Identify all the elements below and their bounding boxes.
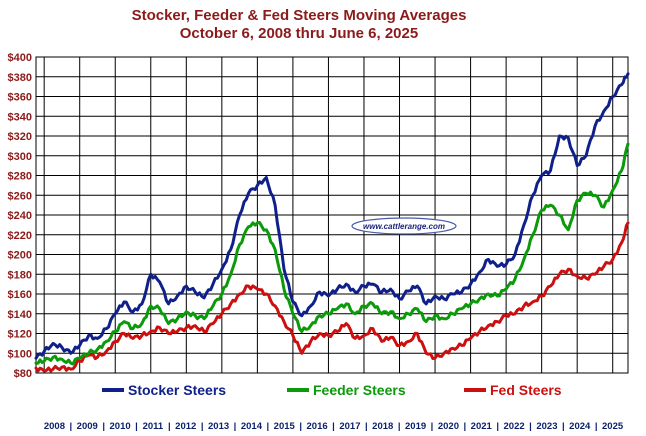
watermark-text: www.cattlerange.com bbox=[363, 222, 445, 231]
y-tick-label: $220 bbox=[8, 230, 32, 242]
x-tick-label: 2018 bbox=[372, 421, 393, 432]
x-tick-separator: | bbox=[562, 421, 565, 432]
x-tick-separator: | bbox=[332, 421, 335, 432]
watermark-badge: www.cattlerange.com bbox=[351, 217, 457, 235]
y-tick-label: $180 bbox=[8, 269, 32, 281]
x-tick-label: 2017 bbox=[339, 421, 360, 432]
y-tick-label: $300 bbox=[8, 151, 32, 163]
x-tick-label: 2015 bbox=[274, 421, 296, 432]
fed-steers-line bbox=[34, 221, 630, 373]
fed-steers-legend-label: Fed Steers bbox=[490, 382, 562, 398]
feeder-steers-line bbox=[34, 142, 630, 366]
x-tick-separator: | bbox=[299, 421, 302, 432]
x-tick-label: 2013 bbox=[208, 421, 229, 432]
y-tick-label: $380 bbox=[8, 72, 32, 84]
y-tick-label: $80 bbox=[14, 368, 32, 380]
watermark-oval bbox=[351, 217, 457, 235]
y-tick-label: $360 bbox=[8, 92, 32, 104]
y-tick-label: $240 bbox=[8, 210, 32, 222]
y-tick-label: $100 bbox=[8, 348, 32, 360]
x-axis-tick-labels: 2008 | 2009 | 2010 | 2011 | 2012 | 2013 | 2014 | 2015 |… bbox=[44, 421, 624, 432]
x-tick-separator: | bbox=[398, 421, 401, 432]
y-tick-label: $160 bbox=[8, 289, 32, 301]
y-tick-label: $400 bbox=[8, 52, 32, 64]
x-tick-label: 2016 bbox=[307, 421, 328, 432]
x-tick-separator: | bbox=[529, 421, 532, 432]
y-tick-label: $320 bbox=[8, 131, 32, 143]
x-tick-separator: | bbox=[168, 421, 171, 432]
stocker-steers-line bbox=[34, 72, 630, 360]
y-tick-label: $260 bbox=[8, 190, 32, 202]
x-tick-separator: | bbox=[69, 421, 72, 432]
y-tick-label: $120 bbox=[8, 329, 32, 341]
x-tick-label: 2014 bbox=[241, 421, 263, 432]
x-tick-label: 2010 bbox=[110, 421, 131, 432]
x-tick-label: 2024 bbox=[569, 421, 591, 432]
legend: Stocker Steers Feeder Steers Fed Steers bbox=[102, 382, 562, 398]
x-tick-label: 2019 bbox=[405, 421, 426, 432]
x-tick-label: 2012 bbox=[175, 421, 196, 432]
y-tick-label: $340 bbox=[8, 111, 32, 123]
x-tick-label: 2011 bbox=[143, 421, 164, 432]
feeder-steers-legend-label: Feeder Steers bbox=[313, 382, 406, 398]
x-tick-label: 2023 bbox=[536, 421, 557, 432]
y-tick-label: $280 bbox=[8, 171, 32, 183]
chart-subtitle: October 6, 2008 thru June 6, 2025 bbox=[180, 25, 418, 42]
x-tick-separator: | bbox=[365, 421, 368, 432]
x-tick-separator: | bbox=[135, 421, 138, 432]
stocker-steers-legend-label: Stocker Steers bbox=[128, 382, 226, 398]
x-tick-separator: | bbox=[463, 421, 466, 432]
x-tick-separator: | bbox=[431, 421, 434, 432]
x-tick-separator: | bbox=[595, 421, 598, 432]
x-tick-separator: | bbox=[102, 421, 105, 432]
y-tick-label: $140 bbox=[8, 309, 32, 321]
x-tick-separator: | bbox=[266, 421, 269, 432]
x-tick-label: 2025 bbox=[602, 421, 624, 432]
x-tick-label: 2008 bbox=[44, 421, 65, 432]
x-tick-label: 2022 bbox=[504, 421, 525, 432]
series-lines bbox=[34, 72, 630, 373]
chart-title: Stocker, Feeder & Fed Steers Moving Aver… bbox=[132, 7, 467, 24]
x-tick-label: 2021 bbox=[471, 421, 493, 432]
x-tick-separator: | bbox=[496, 421, 499, 432]
x-tick-label: 2020 bbox=[438, 421, 459, 432]
x-tick-separator: | bbox=[201, 421, 204, 432]
y-tick-label: $200 bbox=[8, 250, 32, 262]
x-tick-separator: | bbox=[234, 421, 237, 432]
y-axis-tick-labels: $80 $100 $120 $140 $160 $180 $200 $220 $240 $260 $… bbox=[8, 52, 32, 380]
x-tick-label: 2009 bbox=[77, 421, 98, 432]
